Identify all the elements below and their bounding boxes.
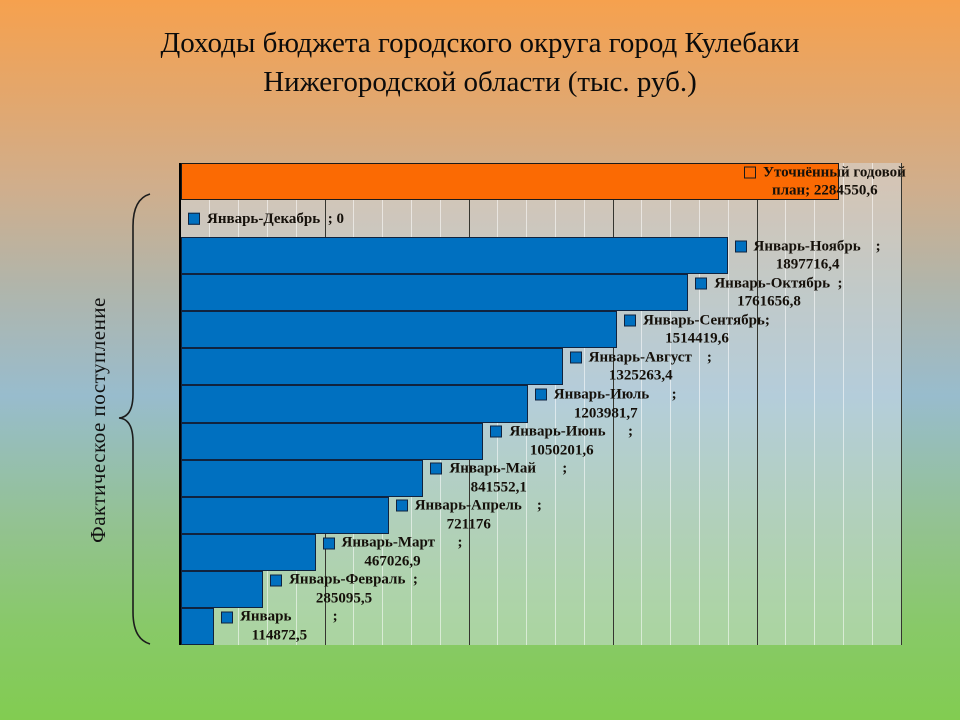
chart-row: Январь-Март ; 467026,9 [181, 533, 901, 571]
data-label: Уточнённый годовой план; 2284550,6 [743, 163, 906, 200]
data-label: Январь ; 114872,5 [221, 608, 338, 645]
bar-rows: Уточнённый годовой план; 2284550,6 Январь-… [181, 163, 906, 646]
data-label-value: 1050201,6 [529, 442, 594, 459]
bar-blue [181, 237, 728, 275]
data-label-line1: Январь-Сентябрь; [643, 312, 770, 329]
curly-brace [118, 193, 151, 645]
legend-key-icon [569, 351, 582, 364]
data-label-value: 114872,5 [251, 627, 308, 644]
bar-blue [181, 496, 389, 534]
minor-gridline [871, 163, 873, 645]
chart-row: Январь-Октябрь ; 1761656,8 [181, 274, 901, 312]
data-label: Январь-Сентябрь; 1514419,6 [624, 311, 770, 348]
major-gridline [756, 163, 758, 645]
data-label: Январь-Апрель ; 721176 [395, 497, 542, 534]
bar-blue [181, 570, 264, 608]
data-label-value: 841552,1 [470, 479, 527, 496]
data-label: Январь-Февраль ; 285095,5 [270, 571, 418, 608]
data-label: Январь-Май ; 841552,1 [430, 460, 567, 497]
minor-gridline [785, 163, 787, 645]
chart-row: Январь-Сентябрь; 1514419,6 [181, 311, 901, 349]
plot-area: Уточнённый годовой план; 2284550,6 Январь-… [179, 163, 906, 646]
data-label-line1: Январь-Апрель ; [414, 497, 542, 514]
minor-gridline [641, 163, 643, 645]
data-label-value: 1203981,7 [573, 405, 638, 421]
data-label-line1: Январь-Август ; [588, 349, 712, 366]
data-label-line1: Январь-Февраль ; [289, 571, 418, 588]
minor-gridline [698, 163, 700, 645]
slide-title-line2: Нижегородской области (тыс. руб.) [263, 66, 697, 98]
chart-row: Январь-Февраль ; 285095,5 [181, 570, 901, 608]
bar-blue [181, 385, 528, 423]
slide-title: Доходы бюджета городского округа город К… [0, 24, 960, 102]
minor-gridline [583, 163, 585, 645]
major-gridline [900, 163, 902, 645]
minor-gridline [727, 163, 729, 645]
legend-key-icon [188, 212, 200, 225]
data-label-value: 1761656,8 [737, 293, 801, 310]
data-label-value: 721176 [446, 516, 491, 533]
chart-row: Январь-Июнь ; 1050201,6 [181, 422, 901, 460]
bar-blue [181, 607, 215, 646]
legend-key-icon [624, 314, 637, 327]
legend-key-icon [430, 462, 443, 475]
data-label-line1: Январь-Октябрь ; [714, 275, 843, 292]
major-gridline [612, 163, 614, 645]
data-label-line1: Уточнённый годовой [762, 164, 906, 181]
data-label-line1: Январь-Июль ; [553, 386, 677, 403]
chart-row: Январь-Август ; 1325263,4 [181, 348, 901, 386]
minor-gridline [554, 163, 556, 645]
legend-key-icon [734, 240, 747, 253]
chart-row: Январь ; 114872,5 [181, 607, 901, 646]
legend-key-icon [534, 388, 547, 401]
legend-key-icon [695, 277, 708, 290]
data-label-line1: Январь ; [240, 608, 338, 625]
legend-key-icon [322, 537, 335, 550]
data-label-line1: Январь-Май ; [449, 460, 568, 477]
bar-blue [181, 459, 424, 497]
data-label: Январь-Июнь ; 1050201,6 [490, 423, 633, 460]
minor-gridline [842, 163, 844, 645]
chart-row: Январь-Апрель ; 721176 [181, 496, 901, 534]
bar-blue [181, 311, 618, 349]
data-label: Январь-Август ; 1325263,4 [569, 348, 712, 385]
minor-gridline [814, 163, 816, 645]
data-label-value: 285095,5 [315, 590, 373, 607]
legend-key-icon [270, 574, 283, 587]
data-label-line1: Январь-Март ; [341, 534, 463, 551]
bar-orange [181, 163, 839, 201]
legend-key-icon [743, 166, 756, 179]
data-label-line1: Январь-Ноябрь ; [753, 238, 881, 255]
chart-row: Январь-Декабрь ; 0 [181, 200, 901, 237]
bar-blue [181, 348, 563, 386]
chart-row: Январь-Ноябрь ; 1897716,4 [181, 237, 901, 275]
data-label-line1: Январь-Июнь ; [509, 423, 633, 440]
bar-blue [181, 533, 316, 571]
data-label-value: план; 2284550,6 [771, 182, 878, 199]
data-label-line1: Январь-Декабрь ; 0 [207, 210, 344, 227]
legend-key-icon [490, 425, 503, 438]
data-label-value: 1897716,4 [775, 256, 840, 273]
data-label: Январь-Март ; 467026,9 [322, 534, 463, 571]
chart-row: Январь-Июль ; 1203981,7 [181, 385, 901, 423]
legend-key-icon [395, 499, 408, 512]
bar-blue [181, 422, 484, 460]
data-label: Январь-Ноябрь ; 1897716,4 [734, 237, 881, 274]
bar-blue [181, 274, 689, 312]
minor-gridline [670, 163, 672, 645]
data-label: Январь-Декабрь ; 0 [188, 209, 344, 228]
chart-row: Уточнённый годовой план; 2284550,6 [181, 163, 906, 201]
chart-row: Январь-Май ; 841552,1 [181, 459, 901, 497]
legend-key-icon [221, 611, 234, 624]
slide-title-line1: Доходы бюджета городского округа город К… [160, 27, 800, 59]
data-label-value: 467026,9 [364, 553, 421, 570]
data-label: Январь-Июль ; 1203981,7 [534, 386, 677, 423]
data-label: Январь-Октябрь ; 1761656,8 [695, 274, 843, 311]
data-label-value: 1325263,4 [608, 367, 673, 384]
data-label-value: 1514419,6 [665, 330, 729, 347]
